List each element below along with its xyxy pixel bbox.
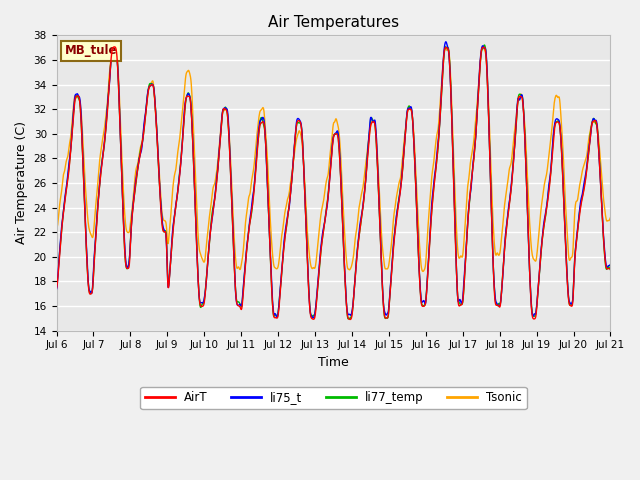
X-axis label: Time: Time — [318, 356, 349, 369]
Title: Air Temperatures: Air Temperatures — [268, 15, 399, 30]
Legend: AirT, li75_t, li77_temp, Tsonic: AirT, li75_t, li77_temp, Tsonic — [140, 387, 527, 409]
Y-axis label: Air Temperature (C): Air Temperature (C) — [15, 121, 28, 244]
Text: MB_tule: MB_tule — [65, 44, 117, 57]
